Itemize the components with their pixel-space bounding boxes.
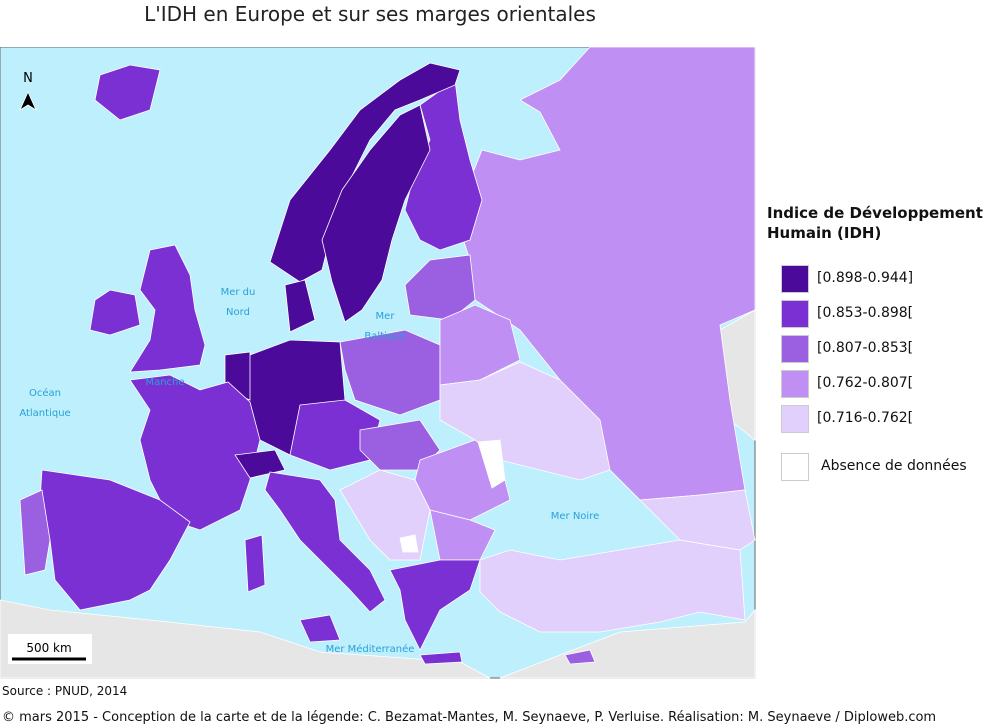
source: Source : PNUD, 2014 [2, 684, 128, 698]
legend-swatch [781, 453, 809, 481]
land [0, 47, 756, 679]
country [429, 509, 496, 561]
legend-label: [0.762-0.807[ [817, 375, 914, 391]
country [439, 361, 611, 481]
country [564, 649, 596, 665]
map: N 500 km [0, 47, 756, 679]
country [321, 104, 431, 323]
sea-label: Mer Méditerranée [325, 644, 415, 655]
country [244, 534, 266, 593]
country [389, 559, 481, 651]
country [129, 374, 261, 531]
legend-label: [0.853-0.898[ [817, 305, 914, 321]
north-label: N [23, 71, 33, 86]
country [299, 614, 341, 643]
country [459, 47, 756, 501]
credit: © mars 2015 - Conception de la carte et … [2, 710, 937, 725]
country [19, 489, 51, 576]
country [399, 534, 419, 553]
country [639, 489, 756, 551]
legend-label: [0.898-0.944] [817, 270, 914, 286]
country [129, 244, 206, 373]
country [479, 539, 746, 633]
country [499, 608, 756, 679]
country [89, 289, 141, 336]
legend-swatch [781, 335, 809, 363]
country [284, 279, 316, 333]
country [0, 599, 491, 679]
legend-swatch [781, 265, 809, 293]
legend-label: [0.807-0.853[ [817, 340, 914, 356]
sea-label: Mer Noire [550, 511, 600, 522]
country [234, 449, 286, 479]
sea-label: Mer du Nord [220, 287, 256, 318]
legend-swatch [781, 370, 809, 398]
country [477, 439, 506, 489]
sea-label: Océan Atlantique [19, 388, 71, 419]
north-arrow [19, 91, 37, 112]
sea-label: Manche [145, 377, 185, 388]
country [419, 651, 463, 665]
country [339, 329, 441, 416]
legend-swatch [781, 405, 809, 433]
legend-swatch [781, 300, 809, 328]
country [264, 471, 386, 613]
legend-label: Absence de données [821, 458, 967, 474]
title: L'IDH en Europe et sur ses marges orient… [144, 2, 596, 26]
legend-label: [0.716-0.762[ [817, 410, 914, 426]
country [94, 64, 161, 121]
sea-label: Mer Baltique [364, 311, 406, 342]
legend-title: Indice de Développement Humain (IDH) [767, 204, 983, 242]
scale-label: 500 km [26, 641, 71, 655]
